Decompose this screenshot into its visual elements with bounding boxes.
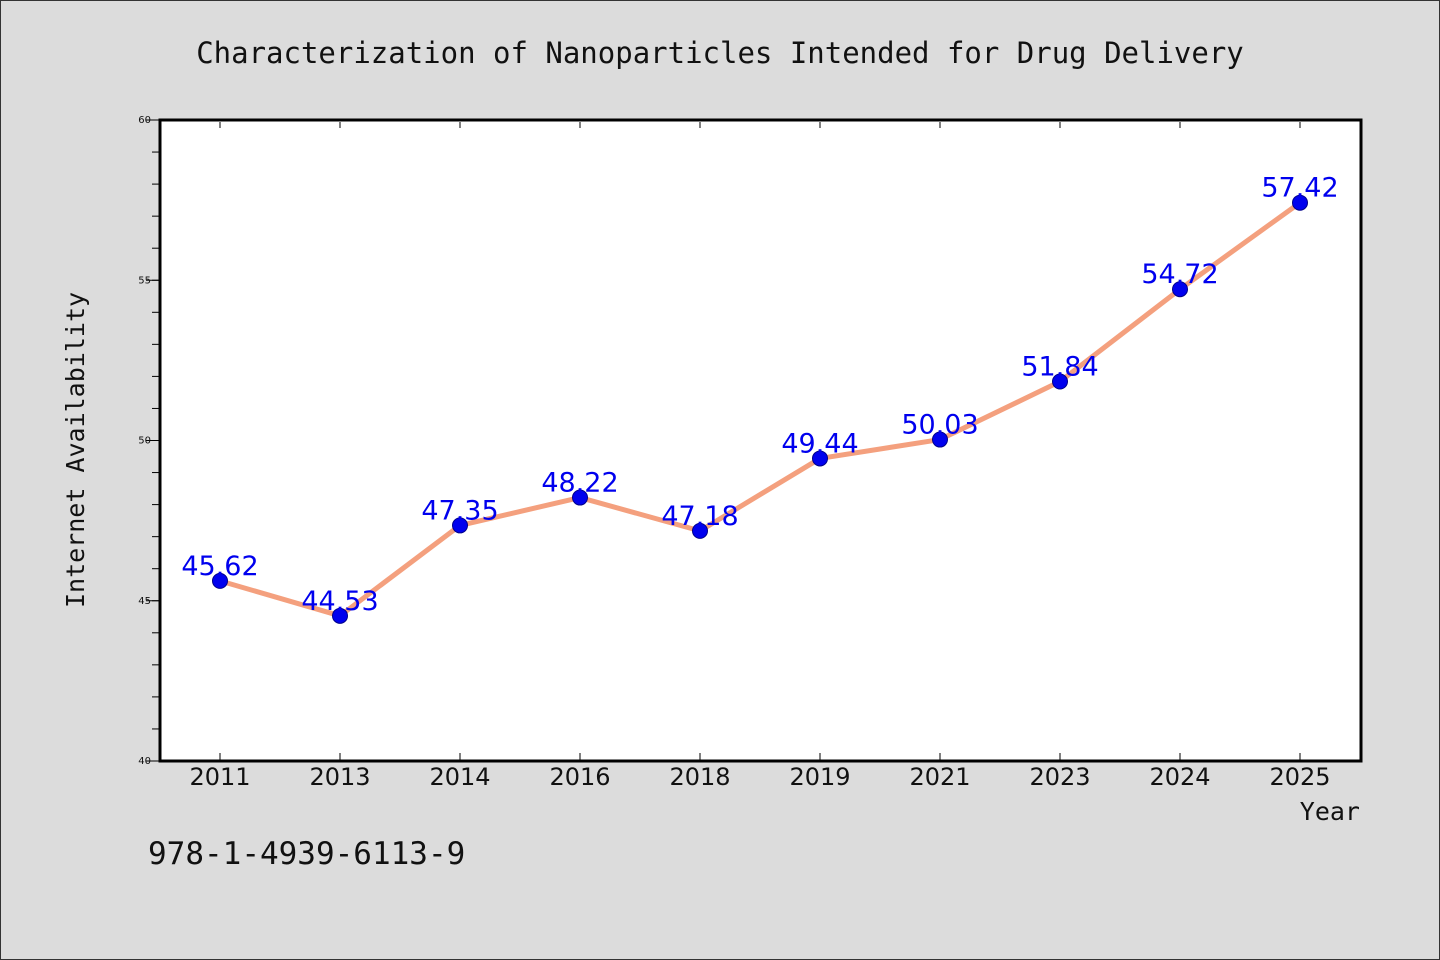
y-tick-label: 40 bbox=[138, 756, 151, 767]
y-axis-label: Internet Availability bbox=[61, 292, 90, 608]
data-point bbox=[1292, 194, 1308, 211]
data-label: 45.62 bbox=[181, 551, 258, 582]
y-major-ticks: 40 45 50 55 60 bbox=[138, 115, 160, 767]
data-label: 51.84 bbox=[1021, 352, 1098, 383]
data-label: 57.42 bbox=[1261, 173, 1338, 204]
data-label: 48.22 bbox=[541, 468, 618, 499]
y-tick-label: 55 bbox=[138, 275, 151, 286]
data-point bbox=[812, 450, 828, 467]
data-point bbox=[692, 522, 708, 539]
x-tick-label: 2018 bbox=[669, 763, 730, 791]
data-label: 47.18 bbox=[661, 501, 738, 532]
isbn-annotation: 978-1-4939-6113-9 bbox=[148, 836, 465, 872]
x-tick-label: 2011 bbox=[189, 763, 250, 791]
x-axis-label: Year bbox=[1300, 797, 1360, 826]
x-tick-label: 2021 bbox=[909, 763, 970, 791]
y-tick-label: 60 bbox=[138, 115, 151, 126]
y-tick-label: 50 bbox=[138, 436, 151, 447]
data-label: 49.44 bbox=[781, 428, 858, 459]
x-tick-label: 2014 bbox=[429, 763, 490, 791]
y-tick-label: 45 bbox=[138, 596, 151, 607]
data-point bbox=[1052, 373, 1068, 390]
x-axis-ticks: 2011 2013 2014 2016 2018 2019 2021 2023 2024 2025 bbox=[189, 122, 1331, 791]
data-label: 44.53 bbox=[301, 586, 378, 617]
x-tick-label: 2023 bbox=[1029, 763, 1090, 791]
data-point bbox=[332, 607, 348, 624]
data-label: 50.03 bbox=[901, 410, 978, 441]
data-points bbox=[212, 194, 1308, 624]
plot-area bbox=[158, 118, 1363, 763]
x-tick-label: 2019 bbox=[789, 763, 850, 791]
x-tick-label: 2024 bbox=[1149, 763, 1210, 791]
data-point bbox=[572, 489, 588, 506]
data-label: 47.35 bbox=[421, 495, 498, 526]
data-point bbox=[452, 517, 468, 534]
data-point bbox=[932, 431, 948, 448]
x-tick-label: 2025 bbox=[1269, 763, 1330, 791]
data-point bbox=[1172, 281, 1188, 298]
data-point bbox=[212, 572, 228, 589]
x-tick-label: 2016 bbox=[549, 763, 610, 791]
data-labels: 45.62 44.53 47.35 48.22 47.18 49.44 50.03 51.84… bbox=[181, 173, 1338, 617]
chart-title: Characterization of Nanoparticles Intend… bbox=[196, 36, 1244, 70]
series-line bbox=[219, 200, 1302, 619]
x-tick-label: 2013 bbox=[309, 763, 370, 791]
data-label: 54.72 bbox=[1141, 259, 1218, 290]
